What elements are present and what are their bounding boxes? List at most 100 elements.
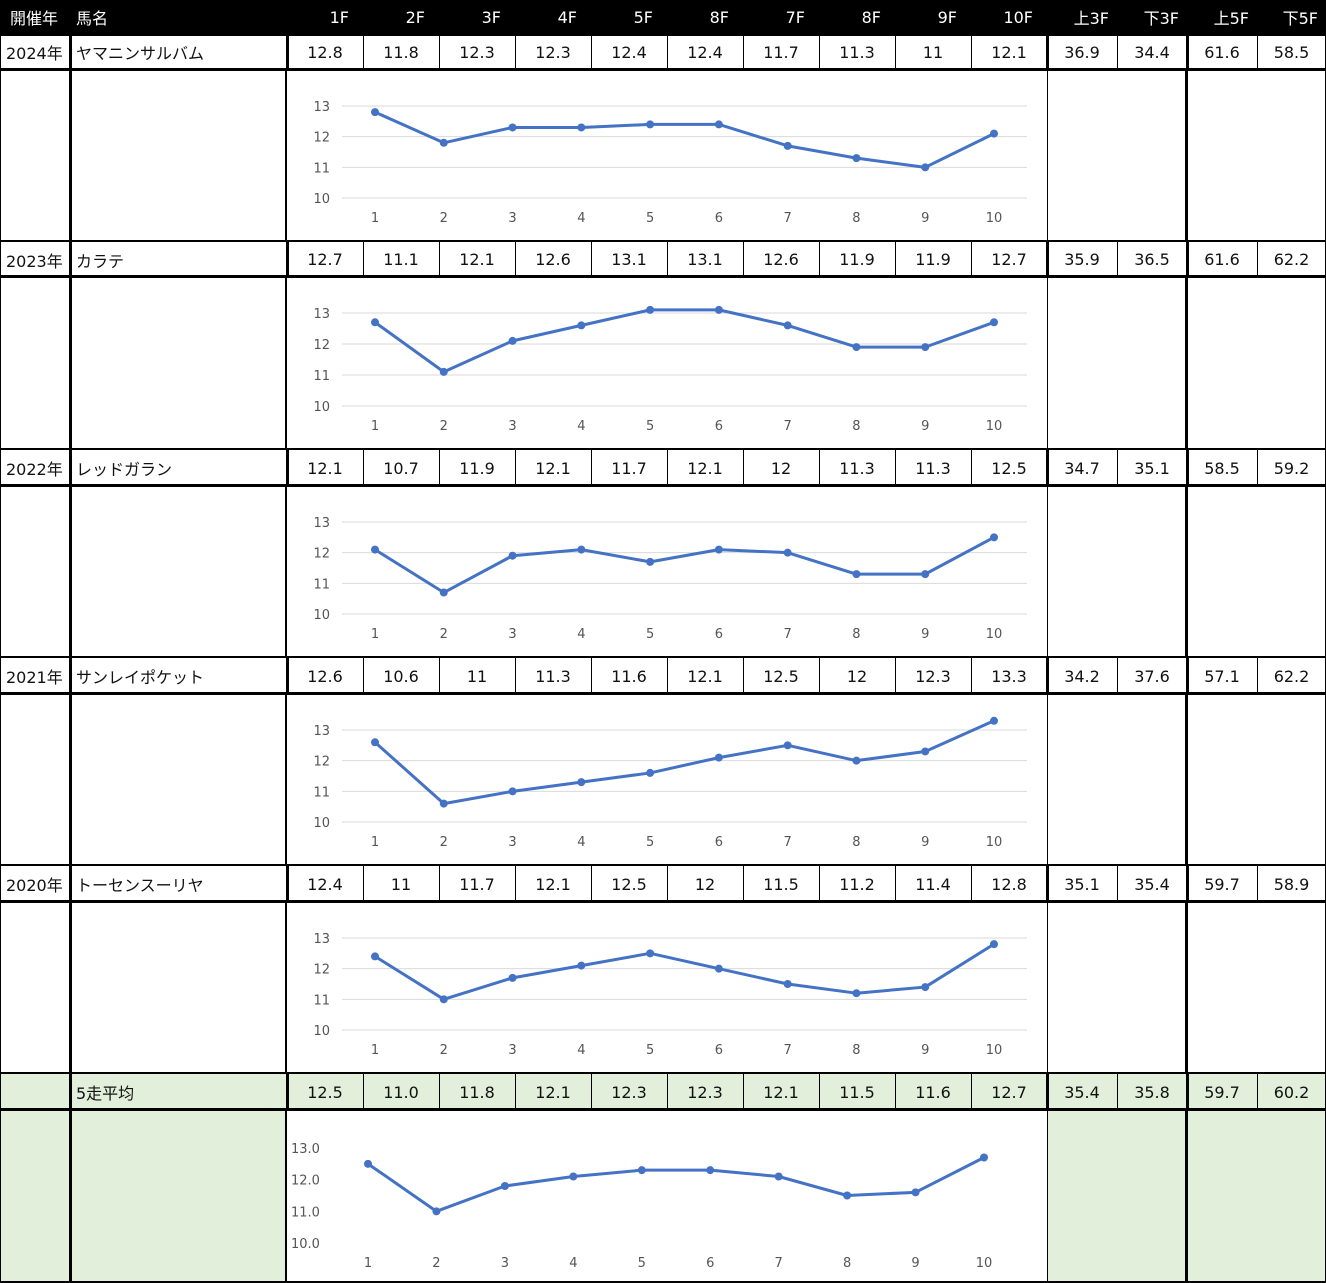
data-point <box>508 336 517 345</box>
horse-name: トーセンスーリヤ <box>76 876 204 895</box>
column-border <box>743 34 744 70</box>
header-year: 開催年 <box>10 9 59 28</box>
column-border <box>1257 242 1258 277</box>
summary-value: 58.5 <box>1273 42 1310 62</box>
column-border <box>515 658 516 694</box>
data-point <box>371 318 379 327</box>
row-border <box>0 68 1326 71</box>
y-tick-label: 10 <box>313 816 330 831</box>
lap-time: 10.6 <box>383 666 419 686</box>
column-border <box>515 450 516 486</box>
summary-value: 35.1 <box>1134 458 1170 478</box>
column-border <box>69 658 72 694</box>
column-border <box>69 70 72 240</box>
column-border <box>971 450 972 486</box>
column-border <box>895 450 896 486</box>
y-tick-label: 11.0 <box>291 1205 320 1220</box>
header-summary-3: 上5F <box>1213 9 1249 28</box>
x-tick-label: 10 <box>986 1043 1003 1058</box>
y-tick-label: 10 <box>313 608 330 623</box>
x-tick-label: 4 <box>577 627 585 642</box>
data-point <box>714 305 723 314</box>
x-tick-label: 5 <box>646 627 654 642</box>
x-tick-label: 8 <box>852 211 860 226</box>
header-summary-4: 下5F <box>1282 9 1318 28</box>
data-point <box>921 163 930 172</box>
row-border <box>0 864 1326 866</box>
column-border <box>1257 1074 1258 1110</box>
column-border <box>1185 902 1188 1072</box>
x-tick-label: 5 <box>646 1043 654 1058</box>
column-border <box>439 1074 440 1110</box>
column-border <box>819 242 820 277</box>
column-border <box>971 34 972 70</box>
lap-time: 12.1 <box>459 250 495 269</box>
data-point <box>852 570 861 579</box>
column-border <box>439 450 440 486</box>
summary-value: 58.5 <box>1204 458 1240 478</box>
x-tick-label: 2 <box>440 835 448 850</box>
data-point <box>852 989 861 998</box>
column-border <box>69 1074 72 1110</box>
x-tick-label: 3 <box>508 1043 516 1058</box>
x-tick-label: 9 <box>921 835 929 850</box>
column-border <box>286 658 289 694</box>
data-point <box>364 1159 372 1168</box>
lap-time: 11.3 <box>915 458 951 478</box>
column-border <box>286 866 289 902</box>
column-border <box>743 866 744 902</box>
header-furlong-5: 5F <box>633 7 653 27</box>
data-point <box>577 778 586 787</box>
lap-time: 12.5 <box>991 458 1027 478</box>
summary-value: 61.6 <box>1204 42 1240 62</box>
data-point <box>990 318 998 327</box>
data-point <box>783 980 792 988</box>
data-point <box>646 557 655 566</box>
data-point <box>508 551 517 560</box>
data-point <box>852 756 861 765</box>
data-point <box>439 995 448 1004</box>
lap-time: 11.3 <box>839 42 875 62</box>
data-point <box>990 129 998 138</box>
column-border <box>1047 486 1048 656</box>
column-border <box>1117 866 1118 902</box>
x-tick-label: 1 <box>371 1043 379 1058</box>
header-furlong-10: 10F <box>1003 7 1033 27</box>
lap-time: 12.1 <box>763 1082 799 1102</box>
summary-value: 35.1 <box>1064 874 1100 894</box>
x-tick-label: 2 <box>440 1043 448 1058</box>
y-tick-label: 11 <box>313 785 330 800</box>
column-border <box>69 1110 72 1281</box>
year-cell: 2022年 <box>6 460 63 479</box>
lap-time: 12.1 <box>307 458 343 478</box>
lap-time: 12 <box>770 458 792 478</box>
lap-time: 11.5 <box>839 1082 875 1102</box>
header-furlong-1: 1F <box>329 7 349 27</box>
column-border <box>1186 866 1189 902</box>
column-border <box>286 1074 289 1110</box>
lap-chart-6: 10.0 11.0 12.0 13.0 1 2 3 4 5 6 7 8 9 10 <box>291 1142 993 1271</box>
x-tick-label: 2 <box>440 419 448 434</box>
horse-name: レッドガラン <box>76 460 173 479</box>
summary-value: 61.6 <box>1204 250 1240 269</box>
data-point <box>371 545 379 554</box>
column-border <box>667 34 668 70</box>
column-border <box>1046 1074 1049 1110</box>
data-point <box>439 138 448 147</box>
x-tick-label: 10 <box>976 1256 993 1271</box>
column-border <box>1046 34 1049 70</box>
lap-time: 11.3 <box>535 666 571 686</box>
lap-time: 11 <box>390 874 412 894</box>
column-border <box>1257 866 1258 902</box>
data-point <box>783 741 792 750</box>
row-border <box>0 448 1326 450</box>
x-tick-label: 7 <box>784 627 792 642</box>
x-tick-label: 9 <box>921 1043 929 1058</box>
summary-value: 35.4 <box>1134 874 1170 894</box>
data-point <box>432 1207 441 1216</box>
column-border <box>1186 1074 1189 1110</box>
summary-value: 34.2 <box>1064 666 1100 686</box>
x-tick-label: 10 <box>986 835 1003 850</box>
x-tick-label: 2 <box>432 1256 440 1271</box>
data-point <box>714 545 723 554</box>
